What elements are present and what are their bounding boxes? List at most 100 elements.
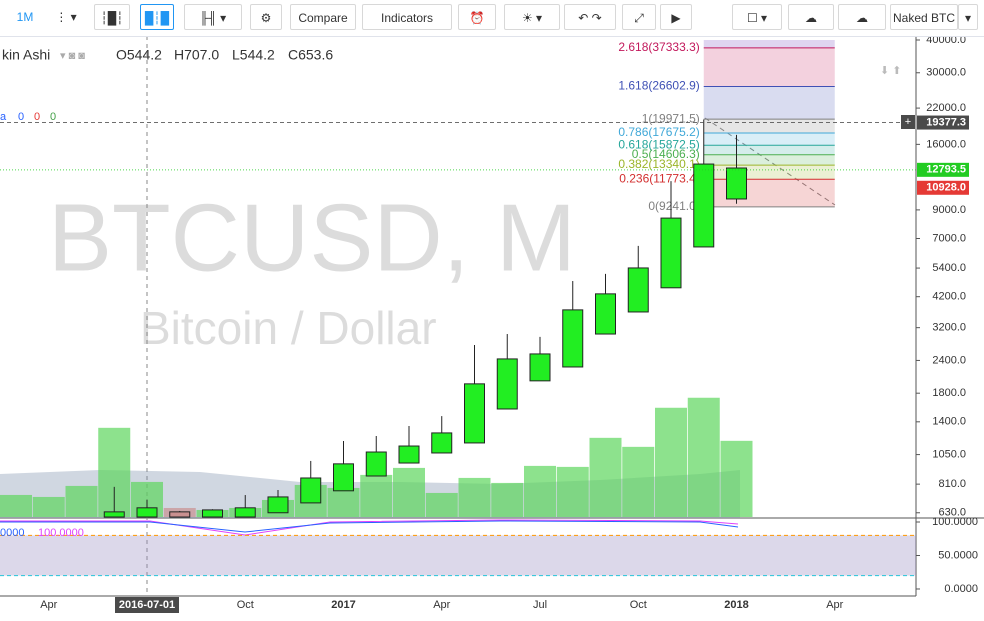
legend-menu[interactable]: ▾ ◙ ◙ [60,50,85,62]
volume-bar [491,482,524,517]
menu-button[interactable]: ⋮ ▾ [46,4,86,30]
y-tick-label: 630.0 [938,507,966,519]
bars-style-button[interactable]: ┆█┆ [94,4,130,30]
y-tick-label: 30000.0 [926,67,966,79]
y-tick-label: 9000.0 [932,204,966,216]
candle-body [136,507,158,518]
volume-bar [393,467,425,517]
volume-bar [65,485,98,517]
y-tick-label: 50.0000 [938,549,978,561]
oscillator-line [0,520,739,533]
candle-body [562,309,584,368]
replay-button[interactable]: ▶ [660,4,692,30]
alert-button[interactable]: ⏰ [458,4,496,30]
fib-label: 0.236(11773.4) [619,171,700,185]
indicator-legend: 0 [34,111,40,123]
y-tick-label: 1050.0 [932,448,966,460]
candles-style-button[interactable]: █┆█ [140,4,174,30]
fib-band [703,133,835,146]
candle-body [333,463,354,492]
oscillator-line [0,519,739,536]
x-tick-label: 2017 [331,599,355,611]
fib-label: 1.618(26602.9) [618,79,699,93]
x-tick-label: Oct [630,599,647,611]
price-marker-label: 10928.0 [926,182,966,194]
volume-bar [425,492,458,517]
legend-low: L544.2 [232,47,275,63]
oscillator-legend: 0000 [0,527,24,539]
y-tick-label: 4200.0 [932,291,966,303]
settings-button[interactable]: ⚙ [250,4,282,30]
load-button[interactable]: ☁ [788,4,834,30]
oscillator-band [0,535,916,576]
fib-band [703,119,835,134]
indicators-button[interactable]: Indicators [362,4,452,30]
y-tick-label: 16000.0 [926,138,966,150]
volume-bar [687,397,720,517]
price-marker [917,115,969,130]
legend-open: O544.2 [116,47,162,63]
account-button[interactable]: Naked BTC [890,4,958,30]
legend-close: C653.6 [288,47,333,63]
fib-label: 0(9241.0) [648,199,699,213]
candle-body [234,507,256,518]
volume-bar [589,437,622,517]
price-marker [917,180,969,195]
y-tick-label: 1400.0 [932,416,966,428]
volume-bar [655,407,687,517]
add-icon[interactable]: + [905,116,911,128]
undo-redo-button[interactable]: ↶ ↷ [564,4,616,30]
volume-bar [622,446,655,517]
y-tick-label: 22000.0 [926,102,966,114]
y-tick-label: 100.0000 [932,516,978,528]
fib-band [703,154,835,166]
candle-body [660,217,682,289]
compare-button[interactable]: Compare [290,4,356,30]
ideas-button[interactable]: ☀ ▾ [504,4,560,30]
x-tick-label: Jul [533,599,547,611]
fib-label: 0.786(17675.2) [618,125,699,139]
layout-button[interactable]: ☐ ▾ [732,4,782,30]
fib-band [703,86,835,120]
y-tick-label: 3200.0 [932,322,966,334]
volume-bar [556,466,589,517]
candle-body [726,167,747,200]
indicator-legend: a [0,111,7,123]
indicator-legend: 0 [18,111,24,123]
candle-body [202,509,223,518]
price-axis [916,36,984,621]
candle-body [169,511,191,518]
y-tick-label: 0.0000 [944,583,978,595]
x-tick-label: 2016-07-01 [119,599,175,611]
interval-button[interactable]: 1M [8,4,42,30]
y-tick-label: 7000.0 [932,232,966,244]
y-tick-label: 5400.0 [932,262,966,274]
candle-body [300,477,322,504]
pane-buttons[interactable]: ⬇ ⬆ [880,65,902,77]
fullscreen-button[interactable]: ⤢ [622,4,656,30]
fib-band [703,40,835,48]
indicator-legend: 0 [50,111,56,123]
candle-body [365,451,387,477]
x-tick-label: Oct [237,599,254,611]
crosshair-label [115,597,179,613]
oscillator-legend: 100.0000 [38,527,84,539]
candle-body [464,383,485,444]
add-button[interactable] [901,115,915,129]
account-menu-button[interactable]: ▾ [958,4,978,30]
fib-band [703,47,835,87]
y-tick-label: 2400.0 [932,354,966,366]
fib-label: 2.618(37333.3) [618,40,699,54]
watermark-description: Bitcoin / Dollar [140,302,437,354]
watermark-symbol: BTCUSD, M [48,184,576,291]
candle-body [398,445,420,464]
save-button[interactable]: ☁ [838,4,886,30]
price-marker-label: 12793.5 [926,164,966,176]
fib-label: 0.618(15872.5) [618,137,699,151]
candle-body [431,432,453,454]
legend-high: H707.0 [174,47,219,63]
heikin-style-button[interactable]: ╟╢ ▾ [184,4,242,30]
x-tick-label: Apr [826,599,843,611]
candle-body [496,358,518,410]
